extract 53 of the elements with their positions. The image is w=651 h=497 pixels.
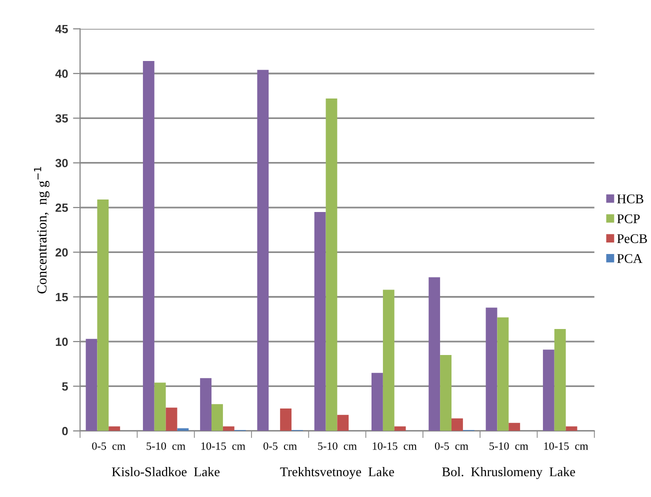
x-tick-label: 5-10 cm xyxy=(146,442,186,450)
text: Bol. Khruslomeny Lake xyxy=(442,467,576,480)
bar xyxy=(452,418,463,431)
bar xyxy=(326,98,338,431)
bar xyxy=(177,428,189,431)
x-tick-label: 0-5 cm xyxy=(264,442,297,450)
text: Trekhtsvetnoye Lake xyxy=(280,467,394,480)
x-tick-label: 10-15 cm xyxy=(544,442,588,450)
bar xyxy=(142,60,154,431)
bar xyxy=(257,70,269,431)
y-tick-label: 45 xyxy=(55,24,68,34)
bar xyxy=(440,354,452,431)
bar xyxy=(428,277,440,431)
bar xyxy=(486,308,498,431)
x-tick-label: 0-5 cm xyxy=(92,442,126,450)
x-tick-label: 5-10 cm xyxy=(318,442,357,450)
x-tick-label: 0-5 cm xyxy=(434,442,468,450)
legend-label: PCP xyxy=(617,214,640,224)
x-tick-label: 5-10 cm xyxy=(490,442,528,450)
x-tick-label: 10-15 cm xyxy=(372,442,417,450)
x-tick-label: 10-15 cm xyxy=(201,442,246,450)
bar xyxy=(212,404,223,431)
bar xyxy=(554,329,566,431)
bar xyxy=(154,382,166,431)
bar xyxy=(372,372,383,431)
bar xyxy=(86,338,98,431)
y-tick-label: 25 xyxy=(56,204,68,212)
y-tick-label: 35 xyxy=(55,114,68,123)
bar xyxy=(508,422,520,431)
bar xyxy=(542,350,554,431)
bar xyxy=(394,426,406,431)
bar xyxy=(337,414,349,431)
text: Kislo-Sladkoe Lake xyxy=(112,467,220,476)
y-tick-label: 30 xyxy=(55,158,68,168)
bar xyxy=(97,199,109,431)
bar xyxy=(108,426,120,431)
y-tick-label: 5 xyxy=(62,382,68,391)
y-axis-title: Concentration, ng g$^{−1}$ xyxy=(34,167,50,294)
y-tick-label: 10 xyxy=(56,338,68,346)
legend-label: HCB xyxy=(617,194,644,204)
y-tick-label: 15 xyxy=(56,293,68,302)
y-tick-label: 40 xyxy=(55,70,68,78)
bar xyxy=(222,426,234,431)
bar xyxy=(166,408,178,431)
bar xyxy=(314,212,326,431)
bar xyxy=(200,378,212,431)
bar xyxy=(497,317,509,431)
bar xyxy=(382,290,394,431)
y-tick-label: 0 xyxy=(62,426,68,436)
legend-label: PeCB xyxy=(617,234,647,244)
bar xyxy=(280,408,292,431)
legend-label: PCA xyxy=(617,254,642,263)
y-tick-label: 20 xyxy=(56,248,68,257)
